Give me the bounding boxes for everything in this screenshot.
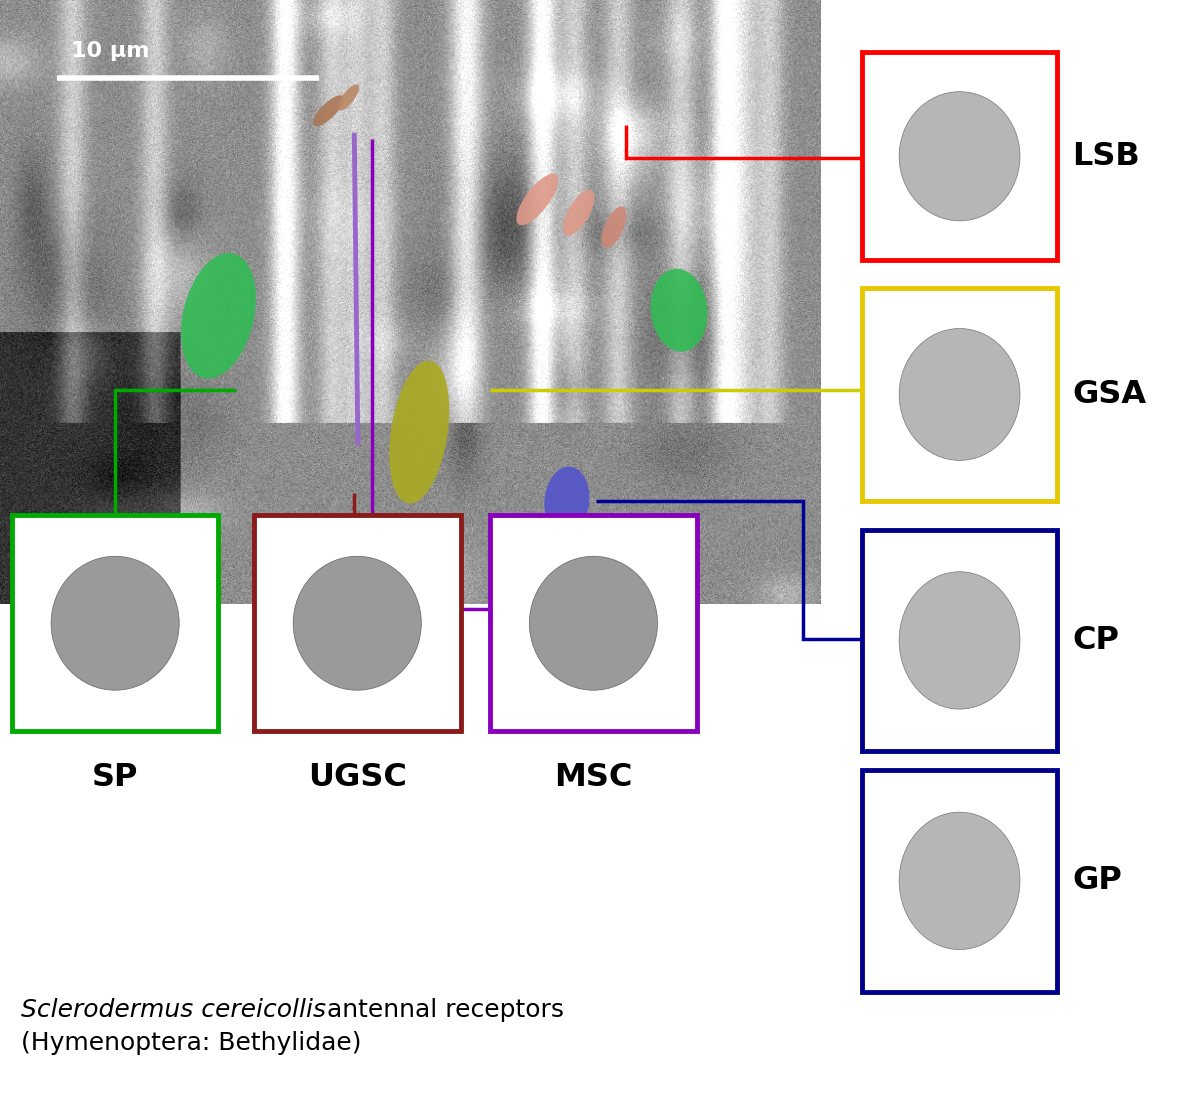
Ellipse shape xyxy=(563,189,594,236)
Text: (Hymenoptera: Bethylidae): (Hymenoptera: Bethylidae) xyxy=(21,1030,361,1055)
Text: LSB: LSB xyxy=(1072,141,1140,172)
Text: GP: GP xyxy=(1072,865,1122,896)
Text: SP: SP xyxy=(92,762,138,793)
Ellipse shape xyxy=(529,556,658,690)
Text: UGSC: UGSC xyxy=(308,762,406,793)
Ellipse shape xyxy=(181,253,256,379)
FancyBboxPatch shape xyxy=(862,52,1057,260)
Ellipse shape xyxy=(601,206,627,248)
Ellipse shape xyxy=(651,269,707,351)
Text: GSA: GSA xyxy=(1072,379,1147,410)
Ellipse shape xyxy=(544,466,589,535)
Text: MSC: MSC xyxy=(554,762,633,793)
Text: CP: CP xyxy=(1072,625,1120,656)
Ellipse shape xyxy=(313,95,344,126)
Ellipse shape xyxy=(899,92,1020,220)
Ellipse shape xyxy=(51,556,180,690)
FancyBboxPatch shape xyxy=(862,770,1057,992)
Ellipse shape xyxy=(338,84,359,111)
FancyBboxPatch shape xyxy=(490,515,697,731)
FancyBboxPatch shape xyxy=(254,515,461,731)
FancyBboxPatch shape xyxy=(862,288,1057,501)
Ellipse shape xyxy=(390,361,449,503)
Ellipse shape xyxy=(899,572,1020,709)
FancyBboxPatch shape xyxy=(862,530,1057,751)
Ellipse shape xyxy=(899,812,1020,950)
Ellipse shape xyxy=(516,174,559,225)
Text: 10 μm: 10 μm xyxy=(71,41,149,61)
Ellipse shape xyxy=(293,556,422,690)
Text: Sclerodermus cereicollis: Sclerodermus cereicollis xyxy=(21,997,326,1022)
Text: antennal receptors: antennal receptors xyxy=(319,997,563,1022)
FancyBboxPatch shape xyxy=(12,515,218,731)
Ellipse shape xyxy=(899,328,1020,461)
